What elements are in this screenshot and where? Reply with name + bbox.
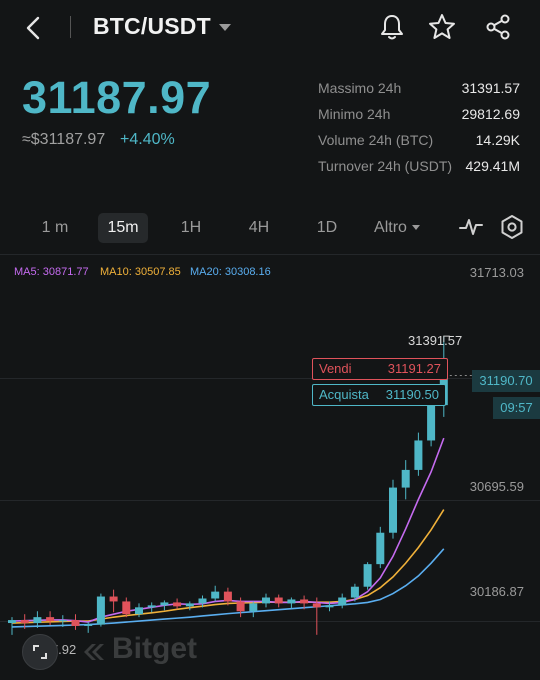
- top-bar: BTC/USDT: [0, 0, 540, 56]
- stat-value: 429.41M: [465, 158, 520, 174]
- star-icon[interactable]: [427, 12, 457, 42]
- grid-line: [0, 378, 540, 379]
- chart-top-border: [0, 254, 540, 255]
- grid-line: [0, 500, 540, 501]
- candle-body: [46, 617, 55, 622]
- divider: [70, 16, 71, 38]
- buy-label: Acquista: [319, 387, 369, 402]
- tab-4h[interactable]: 4H: [248, 219, 270, 236]
- fullscreen-button[interactable]: [22, 634, 58, 670]
- current-price-tag: 31190.70: [472, 370, 540, 392]
- high-marker: [443, 335, 450, 343]
- back-arrow-icon[interactable]: [20, 14, 48, 42]
- sell-label: Vendi: [319, 361, 352, 376]
- fiat-price: ≈$31187.97: [22, 131, 106, 148]
- ma20-line: [11, 548, 445, 628]
- y-tick-label: 31713.03: [469, 265, 524, 280]
- candle-body: [173, 602, 182, 607]
- candle-body: [287, 599, 296, 604]
- sell-price-tag[interactable]: Vendi 31191.27: [312, 358, 448, 380]
- trading-pair-title[interactable]: BTC/USDT: [93, 13, 211, 39]
- candle-body: [274, 597, 283, 604]
- ma10-line: [11, 509, 445, 624]
- candle-body: [414, 440, 423, 470]
- tab-more-label: Altro: [374, 219, 407, 236]
- candle-body: [312, 603, 321, 608]
- candle-body: [147, 605, 156, 608]
- indicator-wave-icon[interactable]: [458, 214, 484, 240]
- stat-label: Turnover 24h (USDT): [318, 158, 453, 174]
- candle-body: [58, 620, 67, 622]
- candle-body: [84, 624, 93, 626]
- price-change-percent: +4.40%: [120, 131, 175, 148]
- chevron-down-icon: [411, 225, 420, 231]
- candle-body: [109, 596, 118, 602]
- candle-body: [325, 605, 334, 608]
- tab-more[interactable]: Altro: [364, 213, 430, 243]
- candle-body: [262, 597, 270, 604]
- stat-label: Volume 24h (BTC): [318, 132, 434, 148]
- candle-body: [350, 586, 359, 598]
- stat-value: 29812.69: [461, 106, 520, 122]
- candle-body: [427, 405, 436, 441]
- buy-price: 31190.50: [385, 387, 439, 402]
- chart-settings-icon[interactable]: [499, 214, 525, 240]
- candle-body: [71, 620, 80, 626]
- candle-body: [211, 591, 220, 599]
- stat-row-low: Minimo 24h 29812.69: [318, 106, 520, 132]
- ma20-legend: MA20: 30308.16: [190, 266, 271, 278]
- candle-body: [249, 603, 258, 612]
- grid-line: [0, 621, 540, 622]
- candle-body: [300, 599, 309, 604]
- candle-body: [160, 602, 169, 606]
- candle-body: [363, 564, 372, 587]
- stat-row-turnover: Turnover 24h (USDT) 429.41M: [318, 158, 520, 184]
- candle-body: [185, 603, 194, 607]
- tab-1m[interactable]: 1 m: [41, 219, 69, 236]
- bitget-logo-icon: [84, 644, 104, 660]
- pair-dropdown-caret-icon[interactable]: [219, 24, 231, 31]
- candle-body: [389, 487, 397, 533]
- stat-value: 31391.57: [461, 80, 520, 96]
- high-price-label: 31391.57: [408, 333, 463, 348]
- y-tick-label: 30695.59: [469, 479, 524, 494]
- candle-body: [20, 620, 29, 624]
- share-icon[interactable]: [483, 12, 513, 42]
- candle-body: [401, 469, 410, 488]
- y-tick-label: 30186.87: [469, 584, 524, 599]
- candle-body: [198, 598, 207, 604]
- candle-countdown: 09:57: [493, 397, 540, 419]
- fullscreen-icon: [33, 645, 47, 659]
- candle-body: [236, 601, 245, 612]
- ma10-legend: MA10: 30507.85: [100, 266, 181, 278]
- candle-body: [122, 601, 131, 615]
- tab-1d[interactable]: 1D: [316, 219, 338, 236]
- tab-15m[interactable]: 15m: [98, 213, 148, 243]
- candle-body: [96, 596, 105, 625]
- candle-body: [8, 620, 16, 624]
- candle-body: [33, 617, 42, 624]
- buy-price-tag[interactable]: Acquista 31190.50: [312, 384, 446, 406]
- stat-row-high: Massimo 24h 31391.57: [318, 80, 520, 106]
- bell-icon[interactable]: [377, 12, 407, 42]
- stat-label: Minimo 24h: [318, 106, 391, 122]
- candle-body: [223, 591, 232, 602]
- ma5-legend: MA5: 30871.77: [14, 266, 89, 278]
- last-price: 31187.97: [22, 72, 212, 123]
- stat-row-volume: Volume 24h (BTC) 14.29K: [318, 132, 520, 158]
- candle-body: [135, 607, 143, 615]
- watermark-logo-text: Bitget: [112, 632, 197, 665]
- interval-tabs: 1 m 15m 1H 4H 1D Altro: [0, 210, 540, 244]
- stat-value: 14.29K: [475, 132, 520, 148]
- candlestick-chart[interactable]: [0, 255, 540, 680]
- sell-price: 31191.27: [387, 361, 441, 376]
- candle-body: [338, 597, 347, 606]
- stats-panel: Massimo 24h 31391.57 Minimo 24h 29812.69…: [318, 80, 520, 184]
- candle-body: [376, 532, 385, 565]
- tab-1h[interactable]: 1H: [180, 219, 202, 236]
- stat-label: Massimo 24h: [318, 80, 402, 96]
